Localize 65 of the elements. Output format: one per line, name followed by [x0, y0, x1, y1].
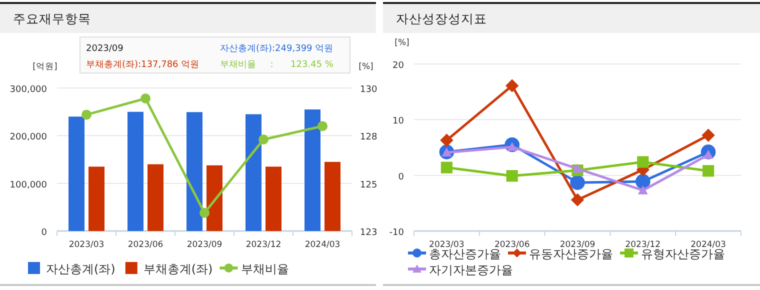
y-axis-title: [%] — [394, 38, 410, 48]
bar — [266, 166, 282, 231]
y-tick-label: 300,000 — [10, 85, 48, 95]
point — [318, 121, 328, 132]
text: 부채비율 : 123.45 % — [220, 60, 334, 70]
legend-label: 부채비율 — [240, 262, 289, 276]
text: 자산총계(좌):249,399 억원 — [220, 44, 334, 54]
y2-tick-label: 123 — [360, 228, 378, 238]
legend-label: 부채총계(좌) — [143, 262, 213, 276]
y2-tick-label: 125 — [360, 180, 378, 190]
y-tick-label: 10 — [392, 116, 404, 127]
y-tick-label: 0 — [41, 228, 48, 238]
x-tick-label: 2024/03 — [304, 240, 340, 250]
point — [440, 162, 452, 174]
bar — [88, 166, 104, 231]
point — [570, 193, 584, 206]
y2-tick-label: 130 — [360, 85, 378, 95]
point — [638, 185, 648, 194]
y-tick-label: 20 — [392, 61, 404, 71]
y2-tick-label: 128 — [360, 132, 378, 143]
bar — [148, 164, 164, 231]
x-tick-label: 2023/03 — [429, 240, 464, 250]
x-tick-label: 2023/09 — [560, 240, 596, 250]
x-tick-label: 2023/09 — [186, 240, 222, 250]
y-tick-label: 100,000 — [10, 180, 48, 190]
x-tick-label: 2023/06 — [494, 240, 530, 250]
point — [506, 170, 518, 182]
x-tick-label: 2024/03 — [690, 240, 726, 250]
legend-label: 유형자산증가율 — [641, 247, 725, 261]
bar — [246, 114, 262, 231]
point — [572, 164, 582, 173]
x-tick-label: 2023/03 — [68, 240, 104, 250]
chart-title: 주요재무항목 — [13, 11, 91, 26]
legend-label: 총자산증가율 — [429, 247, 501, 261]
x-tick-label: 2023/06 — [128, 240, 164, 250]
y-tick-label: 0 — [398, 172, 404, 182]
bar — [128, 112, 144, 231]
bar — [68, 116, 84, 231]
y-axis-title: [억원] — [32, 62, 58, 72]
y-tick-label: -10 — [389, 228, 404, 238]
text: 부채총계(좌):137,786 억원 — [86, 60, 200, 70]
bar — [206, 165, 222, 231]
point — [637, 156, 649, 168]
point — [440, 134, 454, 147]
point — [200, 208, 210, 218]
point — [570, 175, 585, 190]
chart-title: 자산성장성지표 — [396, 11, 487, 26]
y-tick-label: 200,000 — [10, 132, 48, 143]
legend-label: 자산총계(좌) — [46, 262, 116, 276]
bar — [186, 112, 202, 231]
text: 2023/09 — [86, 44, 124, 54]
bar — [324, 162, 340, 231]
point — [636, 174, 650, 189]
legend-label: 자기자본증가율 — [429, 263, 513, 277]
y2-axis-title: [%] — [358, 62, 374, 72]
bar — [304, 109, 320, 231]
x-tick-label: 2023/12 — [625, 240, 661, 250]
point — [702, 165, 714, 177]
point — [702, 128, 715, 142]
x-tick-label: 2023/12 — [246, 240, 282, 250]
point — [140, 93, 150, 104]
point — [82, 110, 92, 120]
point — [258, 134, 268, 144]
point — [506, 79, 519, 92]
legend-label: 유동자산증가율 — [529, 247, 613, 261]
